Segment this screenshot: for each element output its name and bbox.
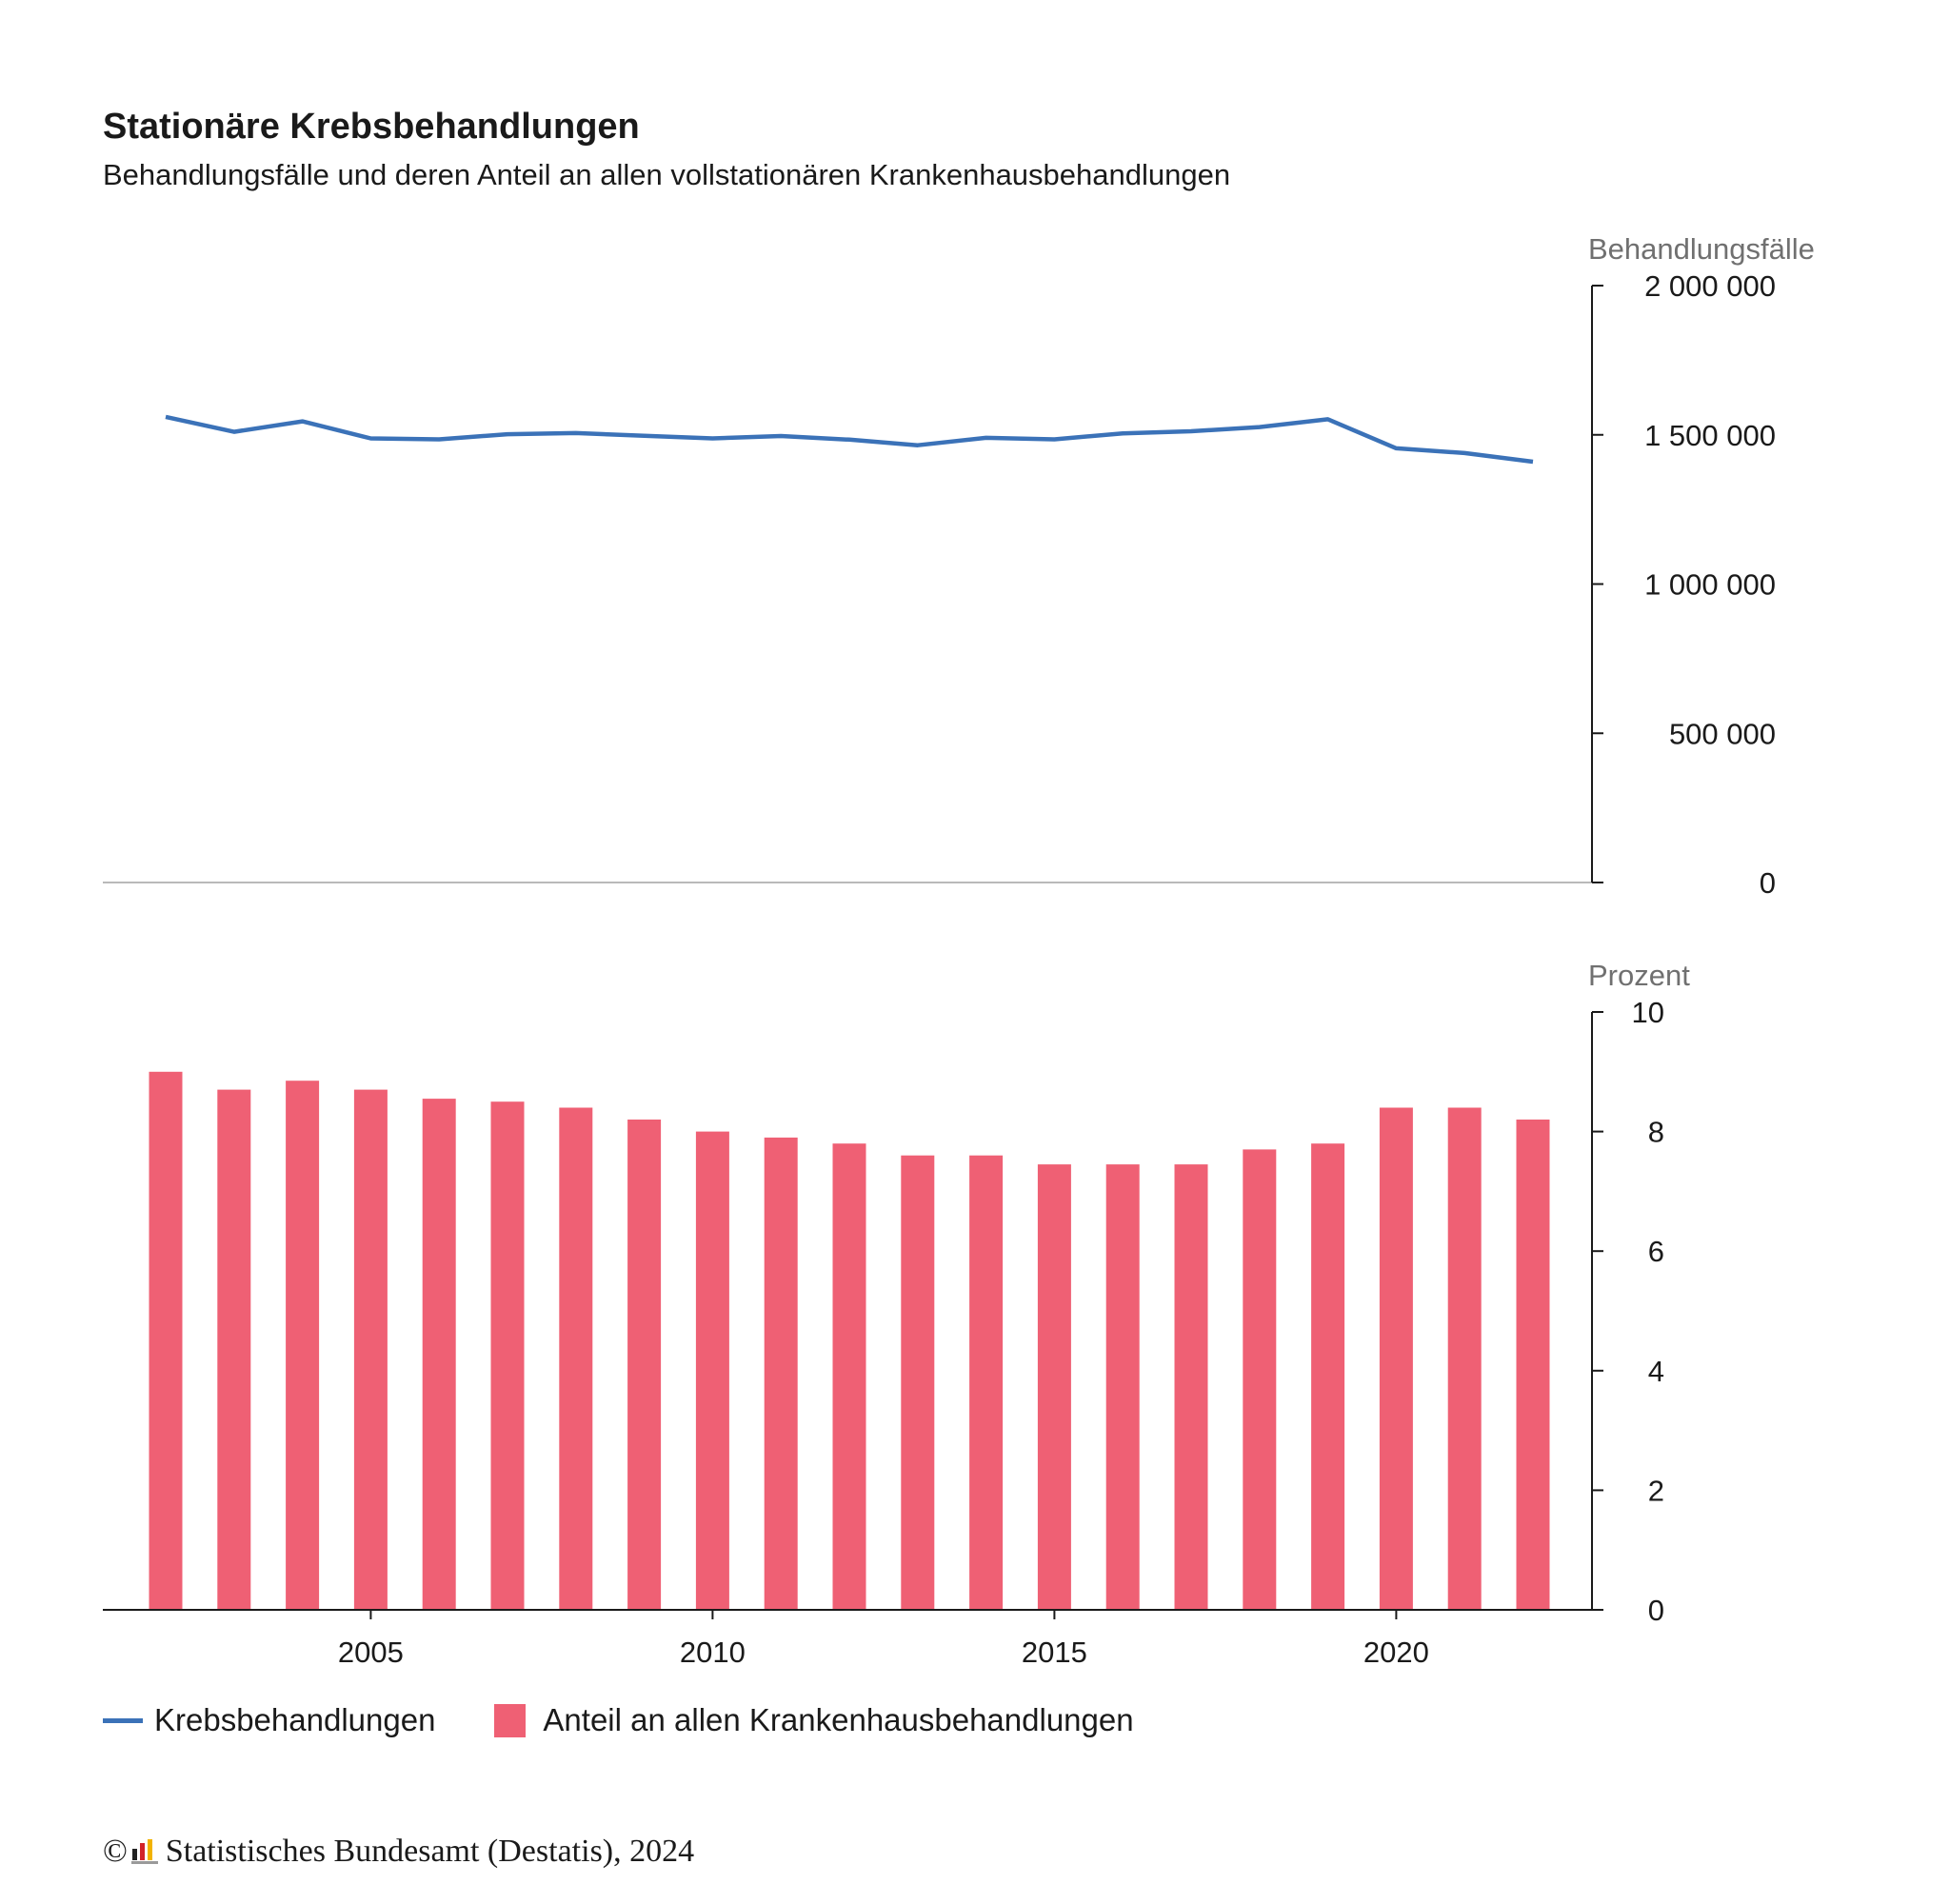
series-line-krebsbehandlungen [165,414,1534,465]
bar-2021 [1447,1107,1482,1610]
copyright-symbol: © [103,1834,128,1869]
bar-2003 [217,1089,251,1610]
bar-2020 [1379,1107,1413,1610]
bar-2009 [627,1120,662,1610]
footer-source: © Statistisches Bundesamt (Destatis), 20… [103,1834,694,1870]
bar-2016 [1105,1164,1140,1610]
legend: Krebsbehandlungen Anteil an allen Kranke… [103,1702,1193,1738]
bar-2022 [1516,1120,1550,1610]
bar-2012 [832,1143,866,1610]
x-tick-label: 2010 [680,1636,746,1669]
bar-chart-y-axis-title: Prozent [1588,959,1690,992]
line-chart-y-tick-label: 0 [1760,866,1776,900]
legend-line-label: Krebsbehandlungen [154,1702,436,1737]
bar-2008 [559,1107,593,1610]
line-chart-y-axis-title: Behandlungsfälle [1588,232,1815,266]
bar-2011 [764,1137,798,1610]
x-tick-label: 2020 [1363,1636,1429,1669]
bar-2002 [149,1071,183,1610]
bar-chart-y-tick-label: 4 [1648,1355,1664,1388]
bar-2006 [422,1099,456,1610]
source-text: Statistisches Bundesamt (Destatis), 2024 [165,1834,695,1869]
bar-2018 [1243,1149,1277,1610]
line-chart-panel: Behandlungsfälle 0 500 000 1 000 000 1 500 0… [103,232,1815,900]
destatis-logo-icon [130,1839,158,1864]
chart-subtitle: Behandlungsfälle und deren Anteil an all… [103,158,1231,191]
line-chart-y-tick-label: 2 000 000 [1644,269,1776,303]
bar-chart-panel: Prozent 0 2 4 6 8 10 2005 2010 2015 2020 [103,959,1690,1669]
bar-chart-y-tick-label: 6 [1648,1235,1664,1268]
bar-2007 [490,1101,525,1610]
legend-bar-swatch [494,1703,527,1737]
bar-2005 [353,1089,388,1610]
bar-2014 [969,1155,1004,1610]
bar-2010 [695,1131,729,1610]
line-chart-y-tick-label: 1 500 000 [1644,419,1776,452]
legend-item-bar: Anteil an allen Krankenhausbehandlungen [494,1702,1134,1738]
x-tick-label: 2015 [1022,1636,1087,1669]
line-chart-y-tick-label: 500 000 [1669,717,1776,750]
bar-2017 [1174,1164,1208,1610]
bar-chart-y-tick-label: 10 [1632,996,1664,1029]
legend-line-swatch [103,1717,143,1723]
chart-title: Stationäre Krebsbehandlungen [103,107,640,147]
x-tick-label: 2005 [338,1636,404,1669]
bar-chart-y-tick-label: 2 [1648,1474,1664,1507]
bar-2019 [1311,1143,1345,1610]
line-chart-y-tick-label: 1 000 000 [1644,568,1776,602]
legend-item-line: Krebsbehandlungen [103,1702,435,1738]
legend-bar-label: Anteil an allen Krankenhausbehandlungen [543,1702,1134,1737]
bar-chart-y-tick-label: 0 [1648,1594,1664,1627]
bar-2004 [286,1081,320,1610]
bar-2015 [1037,1164,1071,1610]
bar-2013 [901,1155,935,1610]
bar-chart-y-tick-label: 8 [1648,1116,1664,1149]
